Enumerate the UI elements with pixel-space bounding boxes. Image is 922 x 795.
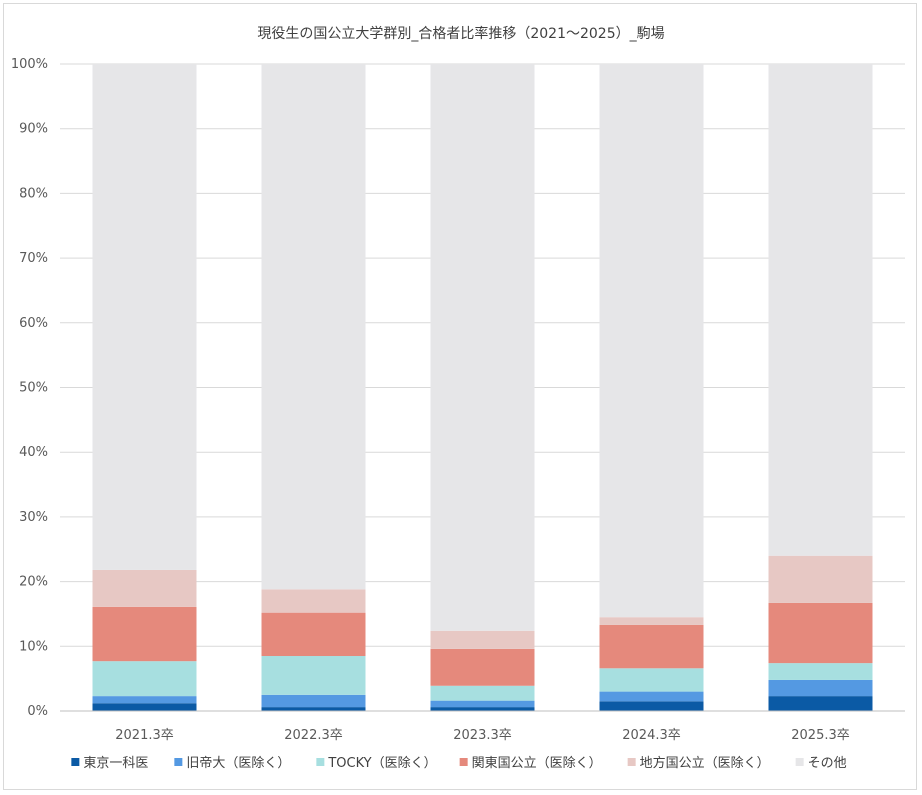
legend-label: 関東国公立（医除く） — [472, 755, 602, 771]
bar-segment — [768, 663, 873, 680]
bar-segment — [599, 701, 704, 711]
y-tick-label: 100% — [11, 57, 48, 72]
x-tick-label: 2022.3卒 — [284, 728, 343, 743]
legend-label: TOCKY（医除く） — [327, 756, 436, 771]
bar-segment — [430, 685, 535, 701]
bar-segment — [430, 707, 535, 711]
y-tick-label: 80% — [19, 186, 48, 201]
x-tick-label: 2024.3卒 — [622, 728, 681, 743]
y-axis-ticks: 0% 10% 20% 30% 40% 50% 60% 70% 80% 90% 100% — [11, 57, 48, 719]
legend-swatch — [174, 758, 183, 766]
y-tick-label: 40% — [19, 445, 48, 460]
x-axis-ticks: 2021.3卒 2022.3卒 2023.3卒 2024.3卒 2025.3卒 — [115, 728, 850, 743]
legend-swatch — [795, 758, 804, 766]
bar-segment — [768, 679, 873, 697]
bar-segment — [92, 696, 197, 704]
y-tick-label: 60% — [19, 316, 48, 331]
legend-swatch — [459, 758, 468, 766]
bar-segment — [92, 703, 197, 711]
x-tick-label: 2025.3卒 — [791, 728, 850, 743]
bar-segment — [261, 694, 366, 708]
y-tick-label: 70% — [19, 251, 48, 266]
bar-segment — [261, 64, 366, 590]
y-tick-label: 90% — [19, 122, 48, 137]
bar-segment — [261, 612, 366, 657]
y-tick-label: 0% — [27, 704, 48, 719]
bar-segment — [599, 668, 704, 692]
bar-segment — [261, 656, 366, 695]
bar-segment — [92, 661, 197, 697]
legend-label: その他 — [808, 756, 847, 771]
bar-segment — [768, 602, 873, 664]
y-tick-label: 50% — [19, 381, 48, 396]
y-tick-label: 30% — [19, 510, 48, 525]
x-tick-label: 2023.3卒 — [453, 728, 512, 743]
legend-label: 地方国公立（医除く） — [640, 755, 770, 771]
bars — [92, 64, 873, 711]
bar-segment — [599, 64, 704, 618]
bar-segment — [430, 700, 535, 708]
bar-segment — [261, 589, 366, 613]
bar-segment — [430, 648, 535, 686]
bar-segment — [768, 696, 873, 711]
bar-segment — [92, 606, 197, 662]
y-tick-label: 20% — [19, 575, 48, 590]
chart-title: 現役生の国公立大学群別_合格者比率推移（2021～2025）_駒場 — [257, 25, 664, 42]
bar-segment — [599, 624, 704, 669]
y-tick-label: 10% — [19, 639, 48, 654]
bar-segment — [768, 555, 873, 603]
legend: 東京一科医 旧帝大（医除く） TOCKY（医除く） 関東国公立（医除く） 地方国公立（医… — [71, 755, 847, 771]
legend-label: 旧帝大（医除く） — [186, 755, 290, 771]
legend-swatch — [71, 758, 80, 766]
legend-label: 東京一科医 — [83, 755, 148, 771]
bar-segment — [599, 617, 704, 625]
bar-segment — [768, 64, 873, 556]
bar-segment — [92, 569, 197, 607]
bar-segment — [92, 64, 197, 570]
legend-swatch — [316, 758, 325, 766]
bar-segment — [599, 691, 704, 702]
bar-segment — [261, 707, 366, 711]
bar-segment — [430, 64, 535, 631]
x-tick-label: 2021.3卒 — [115, 728, 174, 743]
bar-segment — [430, 630, 535, 649]
legend-swatch — [627, 758, 636, 766]
